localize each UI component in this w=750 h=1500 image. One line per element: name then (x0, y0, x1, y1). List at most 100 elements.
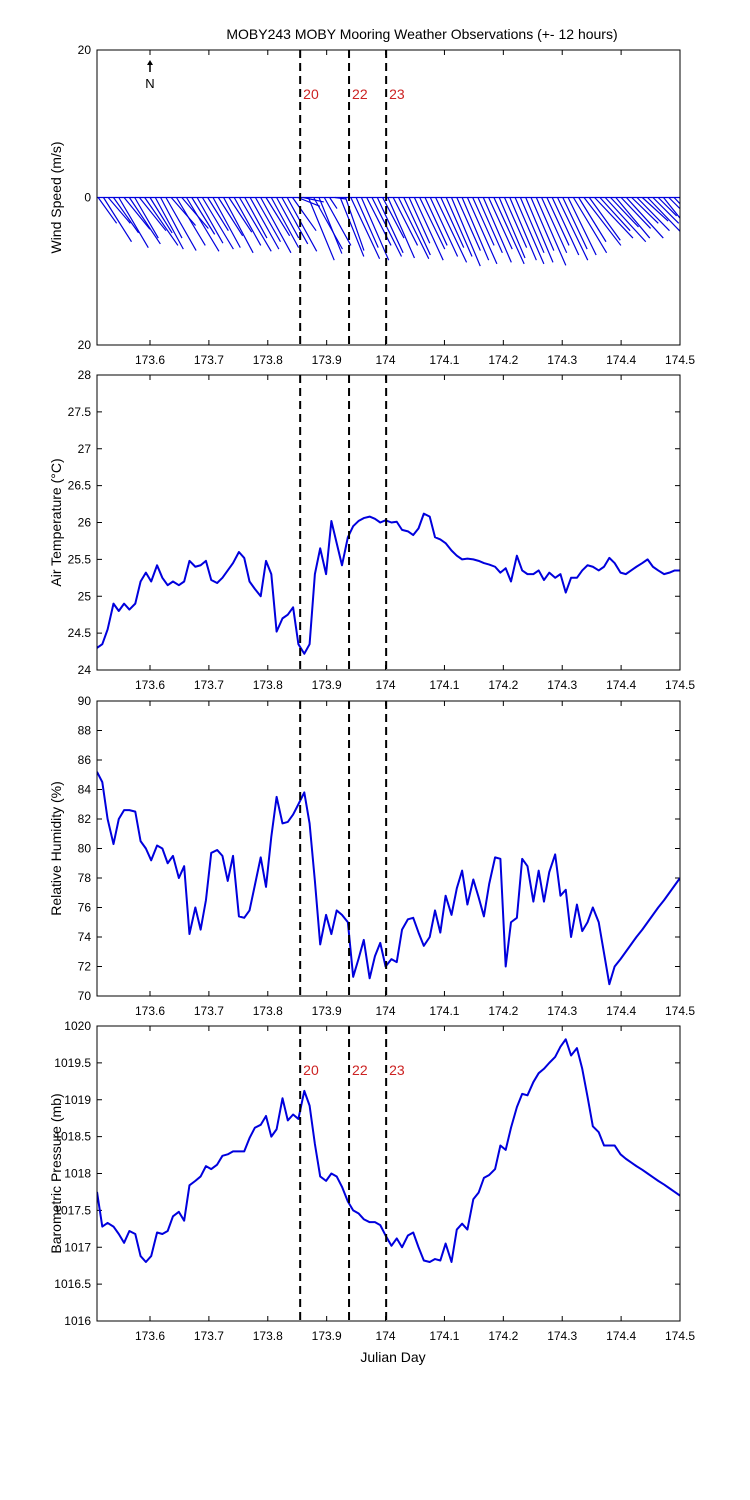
wind-vector (212, 197, 241, 248)
y-axis-label: Wind Speed (m/s) (48, 141, 64, 253)
wind-vector (403, 197, 431, 256)
y-tick-label: 1018.5 (54, 1130, 91, 1144)
y-axis-label: Barometric Pressure (mb) (48, 1093, 64, 1253)
north-label: N (145, 76, 154, 91)
event-marker-label: 22 (352, 1062, 368, 1078)
wind-vector (435, 197, 468, 263)
wind-vector (450, 197, 481, 267)
wind-vector (118, 197, 149, 248)
y-tick-label: 76 (78, 901, 92, 915)
x-tick-label: 173.8 (253, 353, 283, 367)
y-tick-label: 70 (78, 989, 92, 1003)
wind-vector (599, 197, 631, 232)
figure-title: MOBY243 MOBY Mooring Weather Observation… (226, 26, 617, 42)
wind-vector (270, 197, 300, 248)
wind-vector (631, 197, 659, 224)
wind-vector (466, 197, 498, 265)
y-tick-label: 80 (78, 842, 92, 856)
wind-vector (123, 197, 151, 230)
wind-vector (97, 197, 118, 224)
y-tick-label: 25.5 (68, 552, 92, 566)
wind-vector (175, 197, 206, 246)
wind-vector (530, 197, 555, 251)
wind-vector (594, 197, 634, 239)
x-tick-label: 174 (376, 678, 396, 692)
wind-vector (556, 197, 589, 261)
y-tick-label: 1020 (64, 1019, 91, 1033)
wind-vector (265, 197, 291, 237)
wind-vector (134, 197, 159, 239)
wind-vector (260, 197, 292, 254)
wind-vector (382, 197, 405, 239)
plot-area (97, 512, 680, 655)
x-tick-label: 174.1 (429, 678, 459, 692)
x-tick-label: 174.5 (665, 678, 695, 692)
series-line (97, 771, 680, 986)
wind-vector (641, 197, 669, 222)
wind-vector (567, 197, 597, 256)
y-tick-label: 78 (78, 871, 92, 885)
x-tick-label: 173.9 (312, 353, 342, 367)
y-tick-label: 90 (78, 694, 92, 708)
wind-vector (196, 197, 224, 244)
wind-vector (503, 197, 528, 248)
y-tick-label: 84 (78, 783, 92, 797)
wind-vector (217, 197, 244, 237)
x-tick-label: 174.4 (606, 1329, 636, 1343)
x-tick-label: 174.5 (665, 1329, 695, 1343)
axes-frame (96, 1025, 681, 1322)
x-tick-label: 174 (376, 1329, 396, 1343)
wind-vector (535, 197, 567, 266)
y-tick-label: 26.5 (68, 479, 92, 493)
x-tick-label: 173.7 (194, 1004, 224, 1018)
wind-vector (387, 197, 416, 259)
wind-vector (604, 197, 647, 243)
series-line (97, 1038, 680, 1263)
wind-vector (440, 197, 465, 248)
x-axis-label: Julian Day (360, 1349, 425, 1365)
x-tick-label: 174 (376, 353, 396, 367)
wind-vector (228, 197, 253, 233)
x-tick-label: 174.2 (488, 1329, 518, 1343)
y-tick-label: 27.5 (68, 405, 92, 419)
plot-area (97, 196, 680, 267)
x-tick-label: 173.9 (312, 678, 342, 692)
y-tick-label: 0 (84, 191, 91, 205)
wind-vector (307, 197, 335, 261)
wind-vector (647, 197, 680, 233)
wind-vector (201, 197, 234, 250)
x-tick-label: 173.8 (253, 1329, 283, 1343)
wind-vector (397, 197, 430, 259)
wind-vector (165, 197, 197, 251)
x-tick-label: 173.9 (312, 1329, 342, 1343)
wind-vector (160, 197, 183, 239)
wind-vector (112, 197, 140, 234)
wind-vector (514, 197, 545, 265)
wind-vector (223, 197, 254, 254)
x-tick-label: 174.4 (606, 678, 636, 692)
wind-vector (286, 197, 318, 252)
axes-frame (96, 374, 681, 671)
x-tick-label: 174.4 (606, 353, 636, 367)
axes-frame (96, 49, 681, 346)
wind-vector (292, 197, 317, 232)
wind-vector (509, 197, 537, 261)
wind-vector (419, 197, 446, 250)
wind-vector (408, 197, 431, 244)
y-tick-label: 25 (78, 589, 92, 603)
wind-vector (588, 197, 621, 241)
y-tick-label: 1016 (64, 1314, 91, 1328)
wind-vector (482, 197, 512, 263)
x-tick-label: 173.7 (194, 353, 224, 367)
x-tick-label: 173.8 (253, 1004, 283, 1018)
wind-vector (249, 197, 280, 250)
wind-vector (519, 197, 545, 254)
y-tick-label: 1019 (64, 1093, 91, 1107)
x-tick-label: 173.6 (135, 1329, 165, 1343)
y-tick-label: 24.5 (68, 626, 92, 640)
wind-vector (149, 197, 173, 234)
wind-vector (413, 197, 444, 261)
wind-vector (318, 197, 343, 254)
wind-vector (445, 197, 473, 257)
wind-vector (461, 197, 490, 261)
